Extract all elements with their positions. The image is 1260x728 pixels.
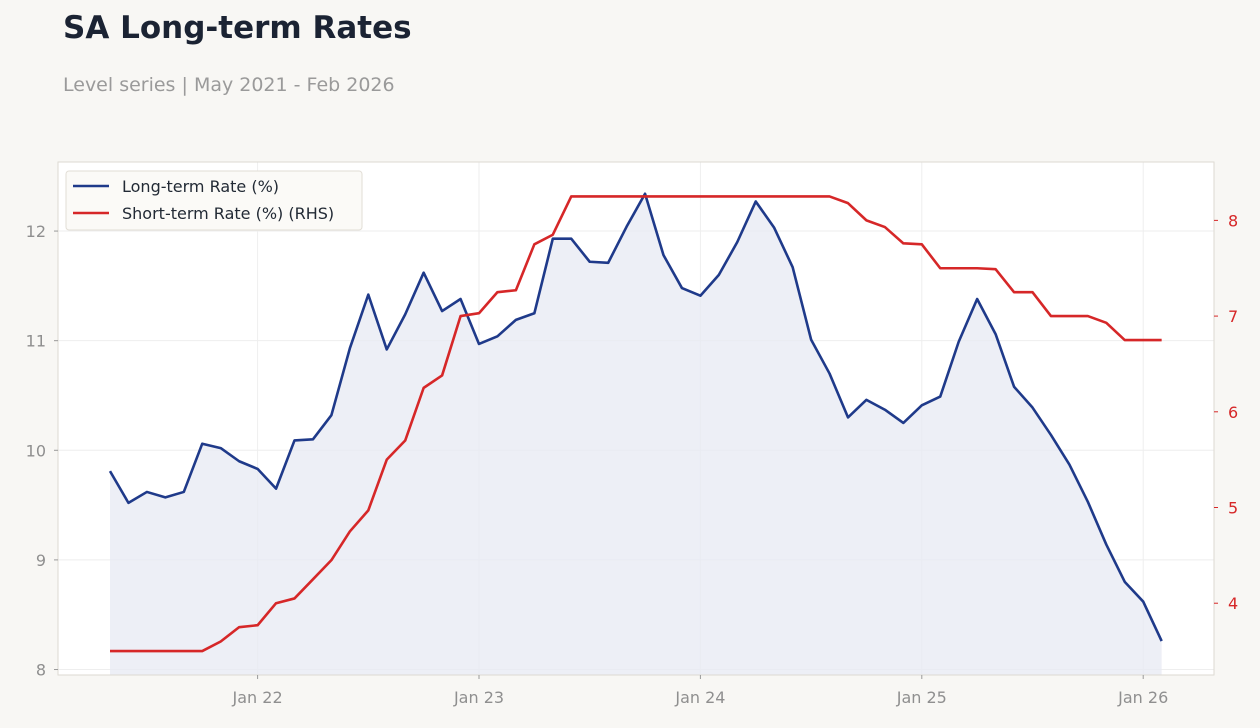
chart-subtitle: Level series | May 2021 - Feb 2026 (63, 74, 395, 96)
legend-label: Long-term Rate (%) (122, 177, 279, 196)
legend-box (65, 170, 363, 231)
chart-title: SA Long-term Rates (63, 10, 412, 46)
y-left-tick-label: 9 (36, 551, 46, 570)
x-tick-label: Jan 23 (453, 688, 504, 707)
x-tick-label: Jan 26 (1117, 688, 1168, 707)
series-area-fill (110, 193, 1162, 676)
y-left-tick-label: 12 (26, 222, 46, 241)
y-left-tick-label: 8 (36, 661, 46, 680)
y-right-tick-label: 6 (1228, 403, 1238, 422)
y-right-tick-label: 7 (1228, 307, 1238, 326)
x-tick-label: Jan 25 (896, 688, 947, 707)
x-tick-label: Jan 24 (674, 688, 725, 707)
long-term-rate-line (108, 192, 1163, 642)
legend: Long-term Rate (%) Short-term Rate (%) (R… (65, 170, 363, 231)
y-right-tick-label: 5 (1228, 499, 1238, 518)
x-tick-label: Jan 22 (232, 688, 283, 707)
short-term-rate-line (110, 195, 1162, 653)
y-right-tick-label: 8 (1228, 211, 1238, 230)
y-left-tick-label: 11 (26, 332, 46, 351)
y-left-tick-label: 10 (26, 441, 46, 460)
y-right-tick-label: 4 (1228, 594, 1238, 613)
plot-border (57, 161, 1215, 676)
legend-label: Short-term Rate (%) (RHS) (122, 204, 334, 223)
